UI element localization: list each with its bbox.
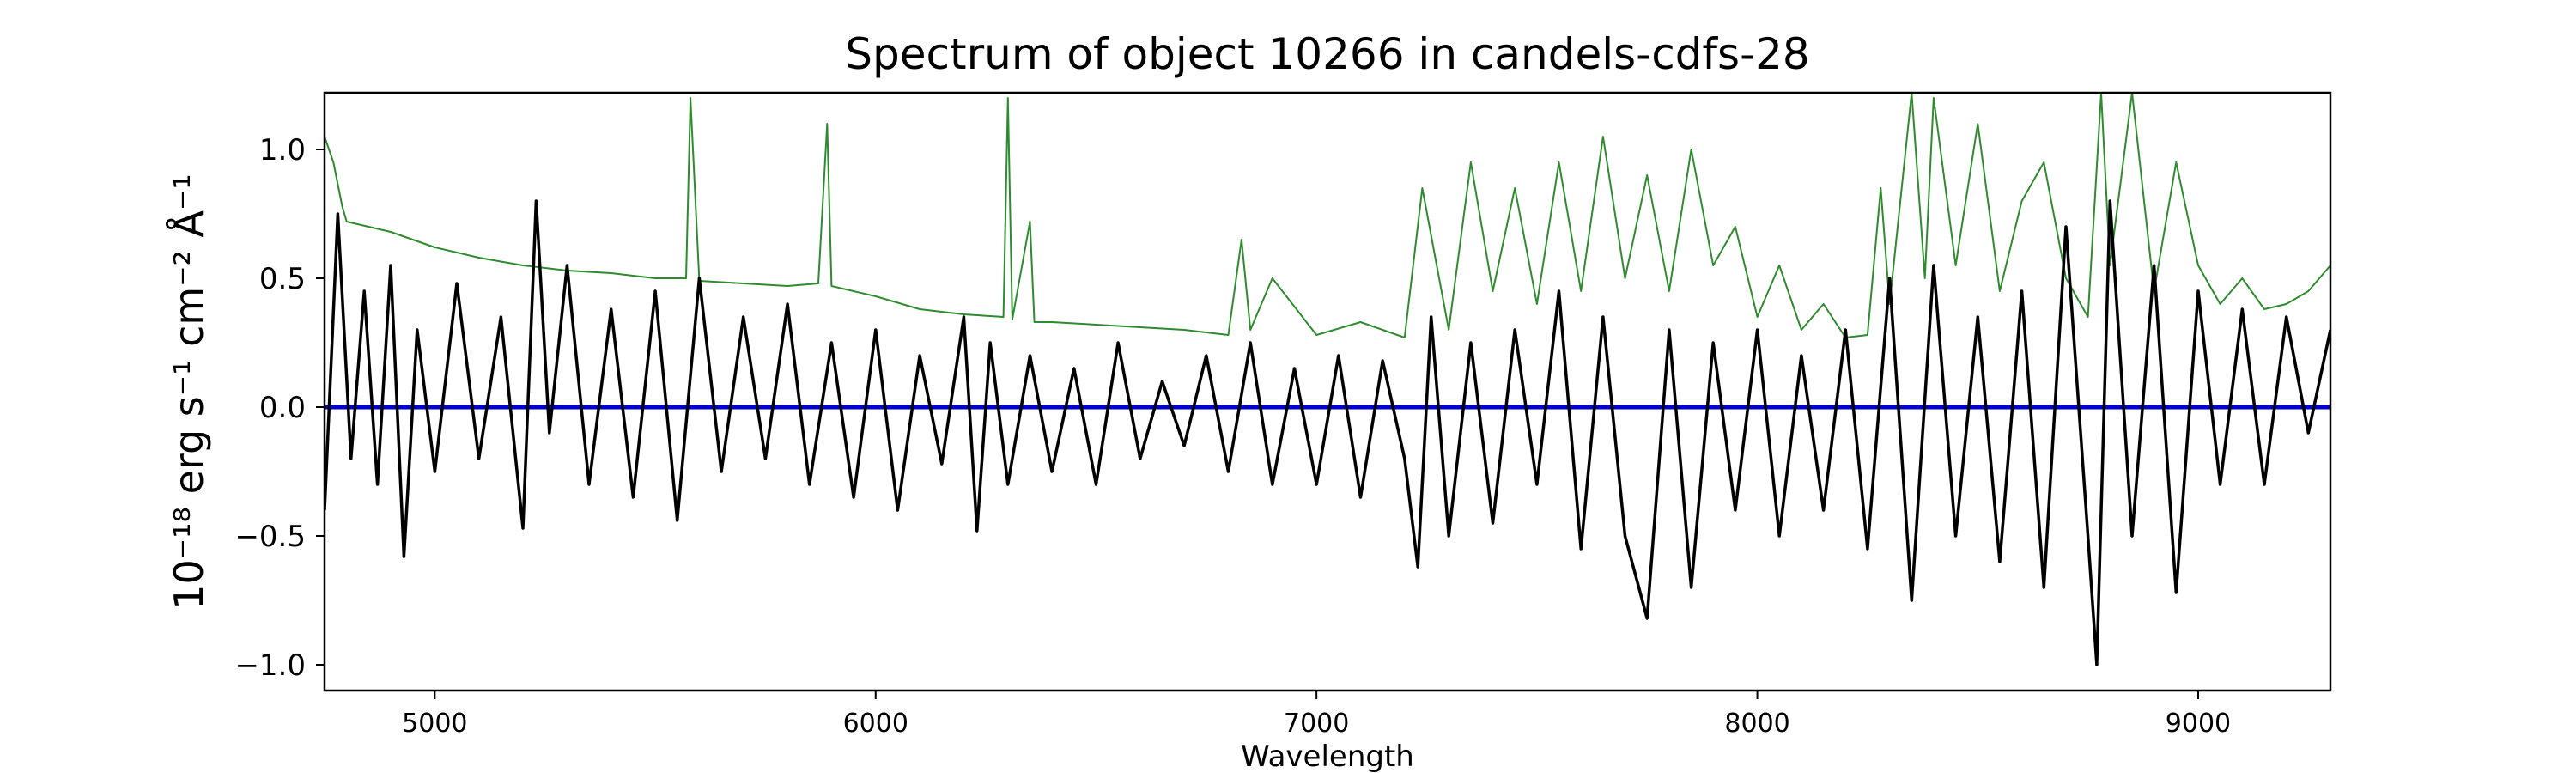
plot-area [325, 93, 2330, 666]
x-tick-label: 8000 [1724, 709, 1789, 739]
x-axis-label: Wavelength [1241, 740, 1414, 773]
y-tick-label: −0.5 [234, 520, 306, 554]
y-axis: 1.0 0.5 0.0 −0.5 −1.0 [234, 133, 325, 683]
y-axis-label: 10⁻¹⁸ erg s⁻¹ cm⁻² Å⁻¹ [166, 173, 212, 609]
chart-title: Spectrum of object 10266 in candels-cdfs… [845, 29, 1810, 79]
x-axis: 5000 6000 7000 8000 9000 [402, 691, 2231, 739]
x-tick-label: 9000 [2166, 709, 2231, 739]
series-flux-line [325, 199, 2330, 666]
x-tick-label: 5000 [402, 709, 467, 739]
y-tick-label: 0.5 [259, 262, 306, 296]
y-tick-label: −1.0 [234, 648, 306, 683]
y-tick-label: 0.0 [259, 391, 306, 425]
y-tick-label: 1.0 [259, 133, 306, 167]
series-error-line [325, 93, 2330, 338]
x-tick-label: 7000 [1284, 709, 1349, 739]
plot-frame [323, 91, 2332, 692]
x-tick-label: 6000 [843, 709, 908, 739]
